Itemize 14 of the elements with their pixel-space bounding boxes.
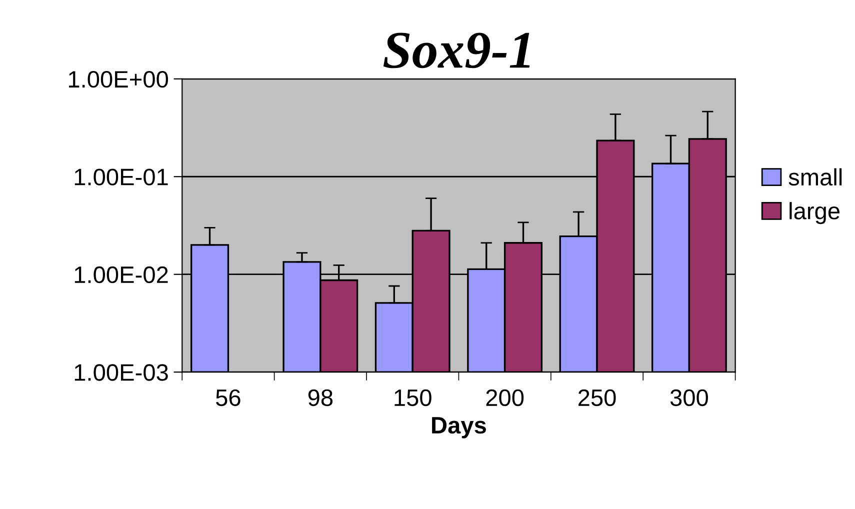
chart-title: Sox9-1: [383, 32, 530, 68]
x-axis-title: Days: [432, 417, 486, 438]
x-tick-label: 150: [394, 389, 432, 406]
x-tick-label: 56: [216, 389, 240, 406]
y-tick-label: 1.00E-01: [74, 168, 168, 186]
x-tick-label: 98: [308, 389, 333, 406]
legend-label: large: [790, 202, 840, 224]
legend-label: small: [788, 168, 842, 186]
x-tick-label: 200: [486, 389, 524, 406]
y-tick-label: 1.00E+00: [68, 70, 168, 88]
y-tick-label: 1.00E-02: [74, 266, 168, 284]
y-tick-label: 1.00E-03: [74, 364, 168, 381]
x-tick-label: 250: [578, 389, 616, 406]
x-tick-label: 300: [670, 389, 708, 406]
